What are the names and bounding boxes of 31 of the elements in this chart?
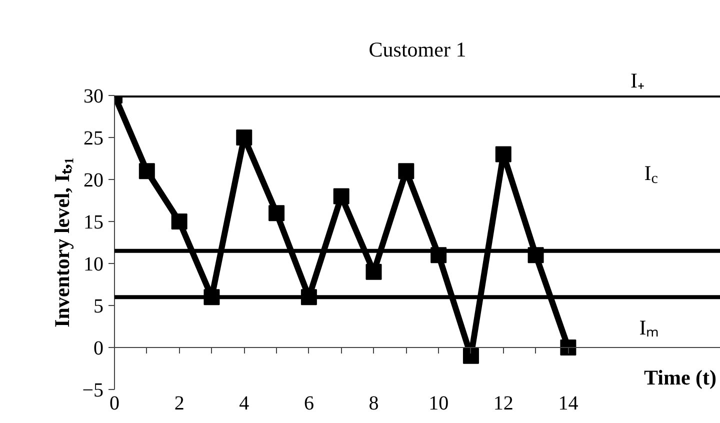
y-axis-title: Inventory level, Iₜ,₁ <box>50 158 74 328</box>
point <box>462 348 479 364</box>
y-tick-label: 0 <box>94 338 104 360</box>
x-tick-label: 0 <box>110 392 120 414</box>
x-axis-title: Time (t) <box>644 366 717 390</box>
point <box>398 163 414 180</box>
y-tick-label: 5 <box>94 296 104 318</box>
x-tick-label: 12 <box>493 392 514 414</box>
point <box>366 264 382 280</box>
y-tick-label: −5 <box>82 380 104 402</box>
x-tick-label: 4 <box>239 392 250 414</box>
y-tick-label: 10 <box>84 254 104 276</box>
point <box>236 130 252 146</box>
point <box>333 188 350 204</box>
x-tick-label: 6 <box>304 392 314 414</box>
y-tick-label: 20 <box>84 170 104 192</box>
point <box>171 214 188 230</box>
y-tick-label: 30 <box>84 86 104 108</box>
ref-line-label: I₊ <box>630 68 644 92</box>
y-tick-label: 15 <box>84 212 104 234</box>
point <box>138 163 155 180</box>
point <box>495 146 512 162</box>
point <box>560 340 576 356</box>
point <box>268 205 285 222</box>
x-tick-label: 14 <box>558 392 578 414</box>
x-tick-label: 2 <box>174 392 184 414</box>
annotation: Iₘ <box>639 315 660 340</box>
y-tick-label: 25 <box>84 128 104 150</box>
x-tick-label: 10 <box>428 392 449 414</box>
x-tick-label: 8 <box>368 392 379 414</box>
chart-title: Customer 1 <box>368 38 466 62</box>
